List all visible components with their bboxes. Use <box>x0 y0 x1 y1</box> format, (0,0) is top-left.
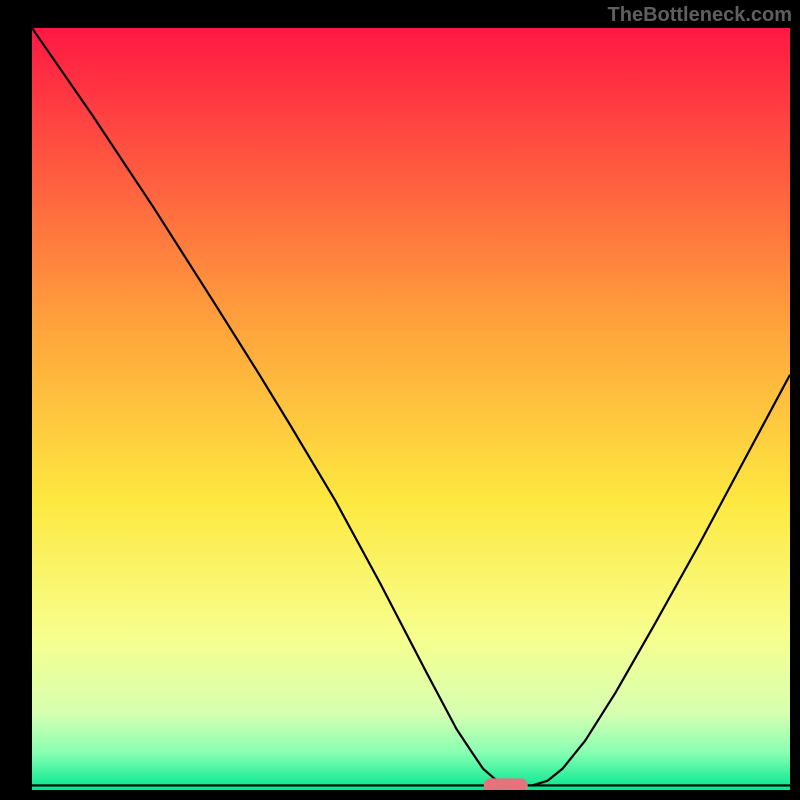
chart-container: TheBottleneck.com <box>0 0 800 800</box>
gradient-background <box>32 28 790 790</box>
optimal-marker <box>484 778 528 790</box>
plot-svg <box>32 28 790 790</box>
watermark-text: TheBottleneck.com <box>608 4 792 27</box>
plot-area <box>32 28 790 790</box>
